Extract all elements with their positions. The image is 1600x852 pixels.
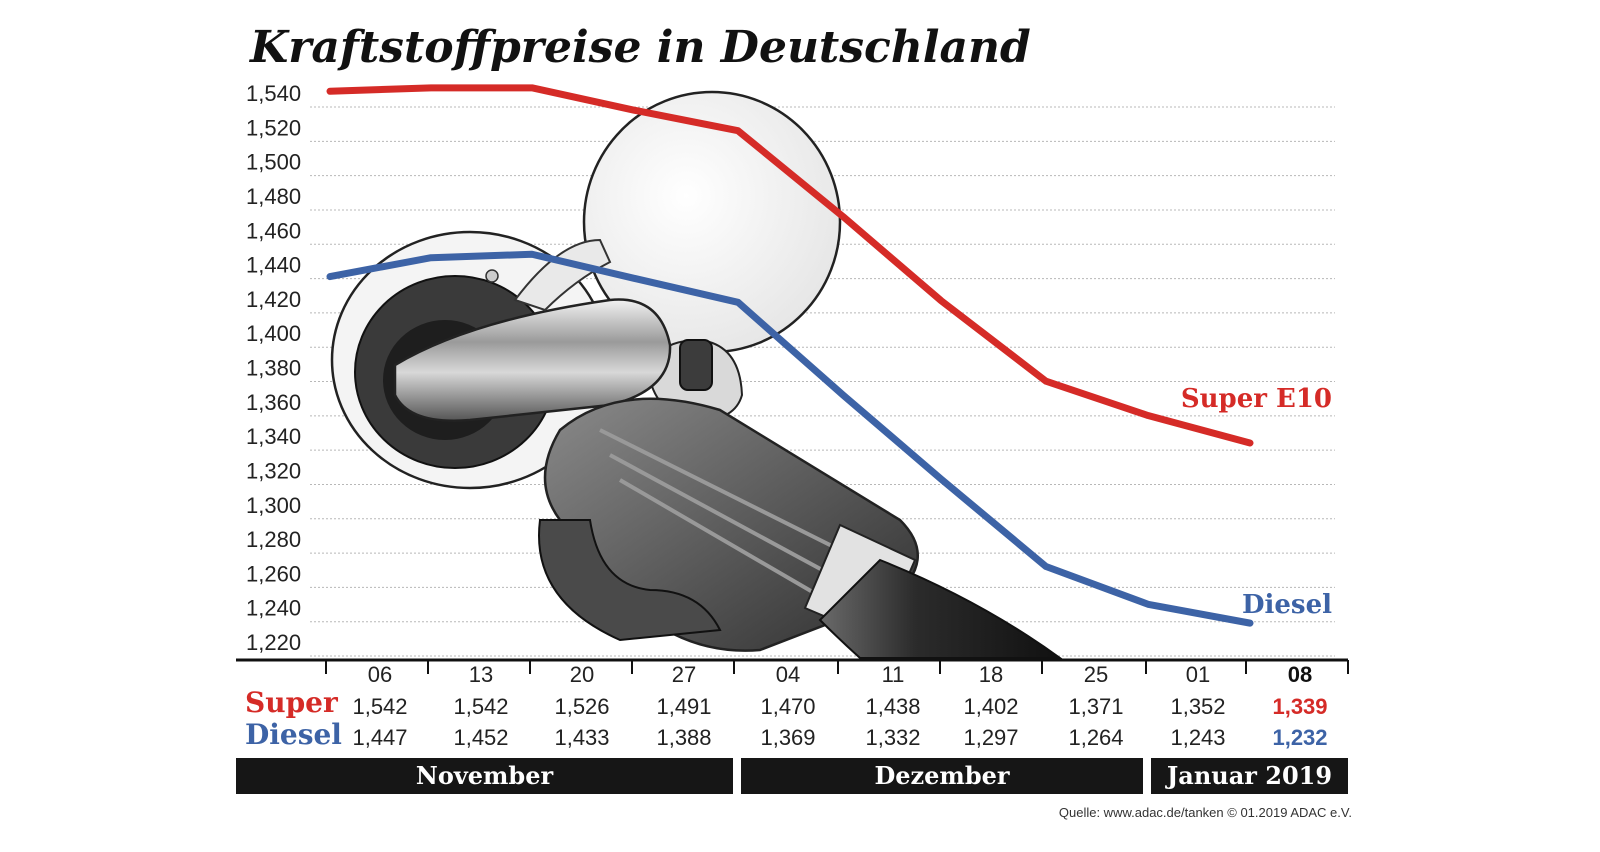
chart-title: Kraftstoffpreise in Deutschland xyxy=(248,22,1031,73)
diesel-value: 1,447 xyxy=(352,725,407,750)
diesel-value: 1,332 xyxy=(865,725,920,750)
x-tick-label: 27 xyxy=(672,662,696,687)
x-tick-label: 25 xyxy=(1084,662,1108,687)
value-table: 1,542 1,542 1,526 1,491 1,470 1,438 1,402 1,371… xyxy=(352,694,1327,750)
fuel-nozzle-icon xyxy=(330,90,1064,659)
series-label-super-e10: Super E10 xyxy=(1181,384,1332,414)
y-tick-label: 1,380 xyxy=(246,356,301,381)
diesel-value: 1,232 xyxy=(1272,725,1327,750)
diesel-value: 1,297 xyxy=(963,725,1018,750)
diesel-value: 1,388 xyxy=(656,725,711,750)
month-band xyxy=(741,758,1143,794)
y-tick-label: 1,400 xyxy=(246,321,301,346)
y-tick-label: 1,260 xyxy=(246,561,301,586)
y-tick-label: 1,420 xyxy=(246,287,301,312)
y-tick-label: 1,360 xyxy=(246,390,301,415)
super-value: 1,526 xyxy=(554,694,609,719)
month-label: November xyxy=(416,761,554,790)
super-value: 1,339 xyxy=(1272,694,1327,719)
y-tick-label: 1,480 xyxy=(246,184,301,209)
source-note: Quelle: www.adac.de/tanken © 01.2019 ADA… xyxy=(1059,805,1352,820)
x-tick-label: 04 xyxy=(776,662,800,687)
x-tick-label: 13 xyxy=(469,662,493,687)
super-value: 1,371 xyxy=(1068,694,1123,719)
x-tick-label: 18 xyxy=(979,662,1003,687)
diesel-value: 1,369 xyxy=(760,725,815,750)
x-tick-label: 06 xyxy=(368,662,392,687)
x-tick-label: 08 xyxy=(1288,662,1312,687)
month-band xyxy=(1151,758,1348,794)
y-tick-label: 1,340 xyxy=(246,424,301,449)
super-value: 1,470 xyxy=(760,694,815,719)
super-value: 1,402 xyxy=(963,694,1018,719)
diesel-value: 1,433 xyxy=(554,725,609,750)
month-bands: November Dezember Januar 2019 xyxy=(236,758,1348,794)
super-value: 1,542 xyxy=(352,694,407,719)
diesel-value: 1,264 xyxy=(1068,725,1123,750)
month-label: Dezember xyxy=(874,761,1009,790)
row-label-diesel: Diesel xyxy=(245,718,342,751)
super-value: 1,542 xyxy=(453,694,508,719)
y-tick-label: 1,220 xyxy=(246,630,301,655)
x-tick-label: 01 xyxy=(1186,662,1210,687)
y-tick-label: 1,520 xyxy=(246,115,301,140)
month-label: Januar 2019 xyxy=(1165,761,1332,790)
super-value: 1,438 xyxy=(865,694,920,719)
super-value: 1,352 xyxy=(1170,694,1225,719)
y-tick-label: 1,280 xyxy=(246,527,301,552)
super-value: 1,491 xyxy=(656,694,711,719)
super-e10-line xyxy=(326,84,1254,447)
diesel-value: 1,452 xyxy=(453,725,508,750)
y-tick-label: 1,320 xyxy=(246,458,301,483)
diesel-value: 1,243 xyxy=(1170,725,1225,750)
y-axis-labels: 1,540 1,520 1,500 1,480 1,460 1,440 1,420 1,400… xyxy=(246,81,301,655)
y-tick-label: 1,500 xyxy=(246,150,301,175)
row-label-super: Super xyxy=(245,686,339,719)
series-label-diesel: Diesel xyxy=(1242,590,1332,620)
y-tick-label: 1,300 xyxy=(246,493,301,518)
y-tick-label: 1,460 xyxy=(246,218,301,243)
y-tick-label: 1,440 xyxy=(246,253,301,278)
y-tick-label: 1,540 xyxy=(246,81,301,106)
month-band xyxy=(236,758,733,794)
x-tick-label: 11 xyxy=(882,662,905,687)
diesel-line xyxy=(326,250,1254,627)
x-axis: 06 13 20 27 04 11 18 25 01 08 xyxy=(325,660,1349,687)
y-tick-label: 1,240 xyxy=(246,596,301,621)
x-tick-label: 20 xyxy=(570,662,594,687)
